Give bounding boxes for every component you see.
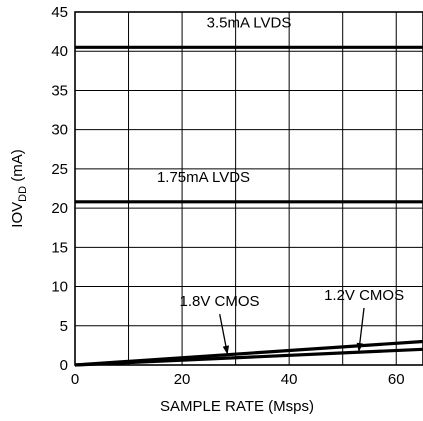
y-axis-title-sub: DD <box>17 186 29 202</box>
annotation-1-2v-cmos: 1.2V CMOS <box>324 287 404 304</box>
x-tick-label-60: 60 <box>388 371 405 388</box>
grid <box>75 11 423 366</box>
annotation-1-75ma-lvds: 1.75mA LVDS <box>157 169 250 186</box>
annotations: 3.5mA LVDS 1.75mA LVDS 1.8V CMOS 1.2V CMOS <box>157 15 404 355</box>
y-tick-label-45: 45 <box>51 4 68 21</box>
tick-labels: 0 5 10 15 20 25 30 35 40 45 0 20 40 60 <box>51 4 404 388</box>
y-axis-title: IOVDD (mA) <box>9 149 29 227</box>
series-line-1-2v-cmos <box>74 347 423 367</box>
y-tick-label-5: 5 <box>60 318 68 335</box>
annotation-arrowhead-1-8v-cmos <box>222 345 230 355</box>
y-tick-label-20: 20 <box>51 200 68 217</box>
annotation-3-5ma-lvds: 3.5mA LVDS <box>207 15 292 32</box>
x-tick-label-20: 20 <box>174 371 191 388</box>
y-axis-title-main: IOV <box>9 202 26 228</box>
y-tick-label-35: 35 <box>51 82 68 99</box>
series-layer <box>74 45 423 367</box>
y-tick-label-30: 30 <box>51 122 68 139</box>
annotation-1-8v-cmos: 1.8V CMOS <box>180 293 260 310</box>
y-tick-label-15: 15 <box>51 239 68 256</box>
x-axis-title: SAMPLE RATE (Msps) <box>160 398 314 415</box>
y-tick-label-10: 10 <box>51 279 68 296</box>
plot-frame <box>74 11 423 366</box>
annotation-arrowhead-1-2v-cmos <box>356 342 363 353</box>
x-tick-label-40: 40 <box>281 371 298 388</box>
y-tick-label-25: 25 <box>51 161 68 178</box>
y-axis-title-unit: (mA) <box>9 149 26 186</box>
y-tick-label-40: 40 <box>51 43 68 60</box>
y-tick-label-0: 0 <box>60 357 68 374</box>
x-tick-label-0: 0 <box>71 371 79 388</box>
